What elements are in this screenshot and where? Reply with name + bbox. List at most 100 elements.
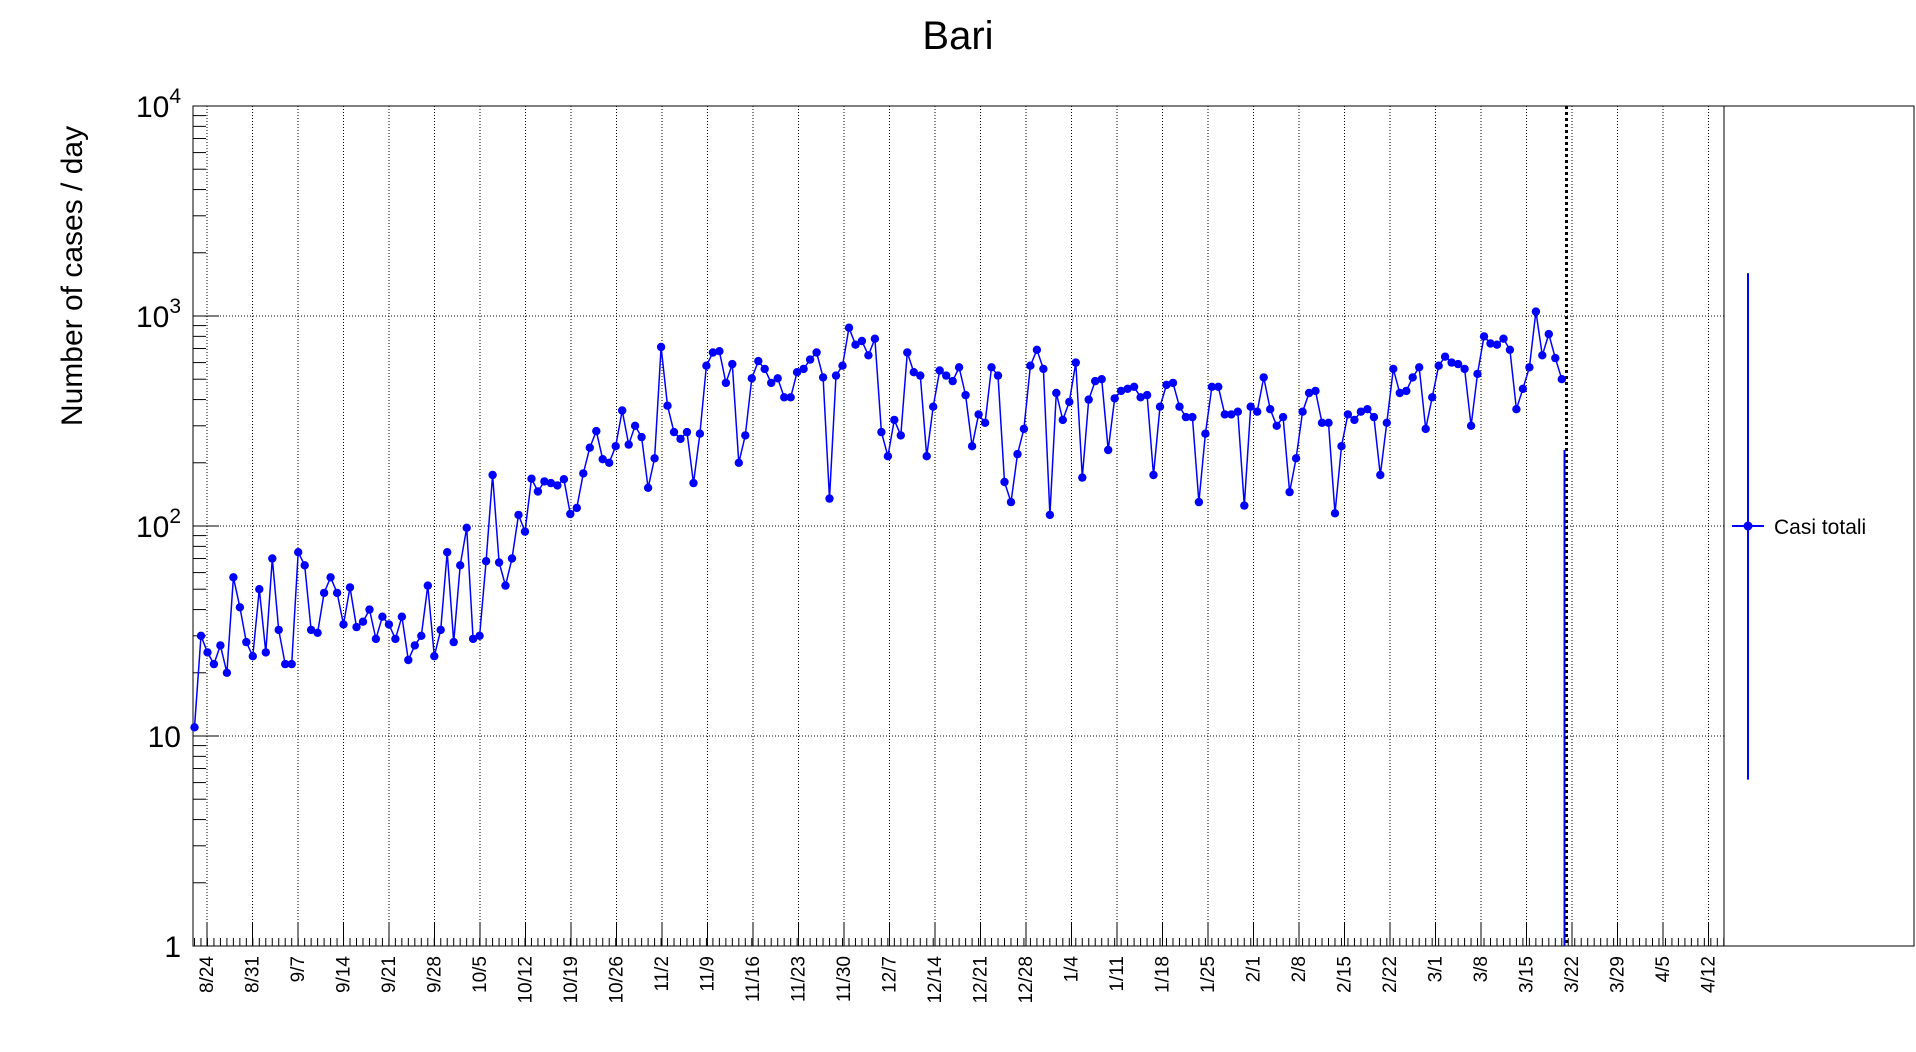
data-point: [1084, 395, 1093, 404]
x-tick-label: 9/14: [334, 956, 355, 993]
y-tick-label: 104: [136, 85, 181, 124]
data-point: [1136, 393, 1145, 402]
y-tick-exponent: 3: [169, 295, 181, 318]
y-tick-base: 1: [164, 931, 181, 964]
data-point: [1525, 363, 1534, 372]
data-point: [1253, 407, 1262, 416]
data-point: [734, 458, 743, 467]
data-point: [1039, 364, 1048, 374]
data-point: [456, 561, 465, 570]
data-point: [1266, 405, 1275, 414]
data-point: [1175, 402, 1184, 411]
x-axis-ticks: 8/24 8/31 9/7 9/14 9/21 9/28 10/5 10/12 10/19 10/…: [194, 922, 1725, 1004]
legend-label[interactable]: Casi totali: [1774, 516, 1866, 539]
data-point: [1389, 364, 1398, 374]
data-point: [799, 364, 808, 374]
data-point: [313, 628, 322, 637]
data-point: [566, 509, 575, 519]
data-point: [929, 402, 938, 411]
data-point: [209, 659, 219, 669]
chart-title: Bari: [922, 14, 993, 58]
data-point: [1214, 382, 1223, 391]
data-point: [319, 588, 329, 598]
data-point: [1091, 376, 1100, 386]
data-point: [715, 347, 724, 356]
data-point: [475, 631, 484, 640]
data-point: [1330, 509, 1340, 518]
data-point: [1421, 424, 1430, 434]
data-point: [1168, 378, 1178, 388]
data-point: [371, 634, 381, 644]
data-point: [935, 366, 944, 375]
x-tick-label: 3/22: [1562, 956, 1583, 993]
data-point: [702, 361, 711, 370]
data-point: [481, 557, 491, 566]
data-point: [1181, 412, 1191, 422]
data-point: [1207, 382, 1217, 391]
data-point: [1058, 415, 1068, 425]
data-point: [1194, 497, 1204, 507]
x-tick-label: 12/28: [1016, 956, 1037, 1004]
data-point: [1531, 307, 1541, 316]
data-point: [896, 431, 905, 440]
data-point: [954, 363, 964, 372]
data-point: [384, 620, 394, 629]
data-point: [1019, 424, 1029, 434]
x-tick-label: 8/31: [243, 956, 264, 993]
x-tick-label: 10/19: [561, 956, 582, 1004]
data-point: [1259, 373, 1268, 382]
data-point: [255, 585, 264, 594]
data-point: [1343, 410, 1353, 419]
data-point: [585, 443, 594, 452]
data-point: [1052, 388, 1061, 398]
data-point: [1116, 386, 1126, 396]
data-point: [1123, 384, 1132, 393]
data-point: [812, 348, 821, 357]
data-point: [1065, 397, 1074, 407]
data-point: [637, 432, 646, 442]
data-point: [546, 478, 556, 488]
data-point: [1538, 351, 1547, 360]
data-point: [780, 393, 789, 402]
data-point: [1369, 412, 1379, 422]
y-tick-base: 10: [136, 91, 169, 124]
data-point: [1376, 470, 1385, 480]
data-point: [1428, 393, 1437, 402]
x-tick-label: 11/9: [698, 956, 719, 992]
data-point: [553, 481, 562, 490]
data-point: [527, 474, 536, 483]
data-point: [695, 429, 705, 438]
data-point: [468, 634, 478, 644]
data-point: [443, 548, 452, 557]
data-point: [1460, 364, 1469, 374]
x-tick-label: 2/1: [1244, 956, 1265, 982]
data-point: [378, 612, 387, 621]
data-point: [760, 364, 769, 374]
data-point: [1317, 418, 1327, 427]
x-tick-label: 11/16: [743, 956, 764, 1002]
data-point: [993, 371, 1003, 380]
data-point: [572, 503, 581, 513]
x-tick-label: 12/21: [971, 956, 992, 1004]
data-point: [605, 458, 614, 467]
data-point: [1013, 449, 1022, 459]
data-point: [754, 356, 763, 366]
data-point: [1557, 375, 1567, 384]
data-point: [449, 637, 458, 647]
data-point: [1071, 358, 1081, 367]
data-point: [883, 452, 893, 461]
data-point: [1551, 353, 1560, 363]
data-point: [1149, 470, 1158, 480]
series-line: [193, 311, 1563, 728]
data-point: [533, 487, 543, 496]
data-point: [488, 470, 497, 480]
data-point: [1233, 407, 1243, 416]
data-point: [767, 378, 776, 388]
data-point: [864, 351, 873, 360]
data-point: [1026, 361, 1035, 370]
data-point: [229, 573, 238, 582]
data-point: [890, 415, 899, 425]
data-point: [540, 477, 549, 486]
data-point: [1382, 418, 1392, 427]
